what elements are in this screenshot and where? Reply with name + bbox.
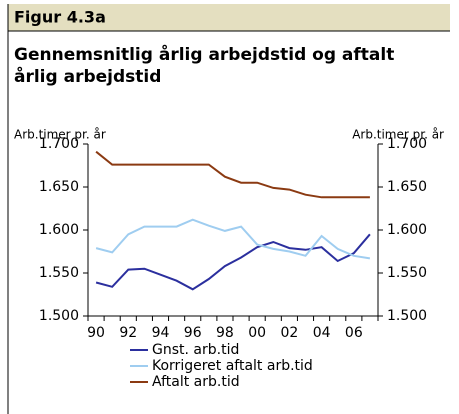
legend-label: Aftalt arb.tid xyxy=(152,374,240,390)
x-tick-label: 90 xyxy=(87,325,105,341)
legend-label: Gnst. arb.tid xyxy=(152,342,239,358)
series-line xyxy=(95,150,370,199)
x-tick-label: 94 xyxy=(152,325,170,341)
x-tick-label: 00 xyxy=(248,325,266,341)
y2-tick-label: 1.600 xyxy=(387,222,427,238)
y2-tick-label: 1.700 xyxy=(387,136,427,152)
x-tick-label: 98 xyxy=(216,325,234,341)
y-tick-label: 1.500 xyxy=(39,308,79,324)
y-tick-label: 1.550 xyxy=(39,265,79,281)
x-tick-label: 04 xyxy=(313,325,331,341)
y-axis-label: Arb.timer pr. år xyxy=(14,128,106,142)
series-line xyxy=(95,218,371,260)
y-tick-label: 1.600 xyxy=(39,222,79,238)
x-tick-label: 96 xyxy=(184,325,202,341)
header-band xyxy=(8,4,450,31)
chart-title: Gennemsnitlig årlig arbejdstid og aftalt… xyxy=(14,43,394,87)
legend-label: Korrigeret aftalt arb.tid xyxy=(152,358,313,374)
y-tick-label: 1.700 xyxy=(39,136,79,152)
y2-tick-label: 1.550 xyxy=(387,265,427,281)
y2-tick-label: 1.650 xyxy=(387,179,427,195)
x-tick-label: 92 xyxy=(119,325,137,341)
x-tick-label: 02 xyxy=(280,325,298,341)
series-line xyxy=(95,233,371,291)
y2-tick-label: 1.500 xyxy=(387,308,427,324)
y2-axis-label: Arb.timer pr. år xyxy=(352,128,444,142)
figure-label: Figur 4.3a xyxy=(14,8,106,27)
x-tick-label: 06 xyxy=(345,325,363,341)
y-tick-label: 1.650 xyxy=(39,179,79,195)
